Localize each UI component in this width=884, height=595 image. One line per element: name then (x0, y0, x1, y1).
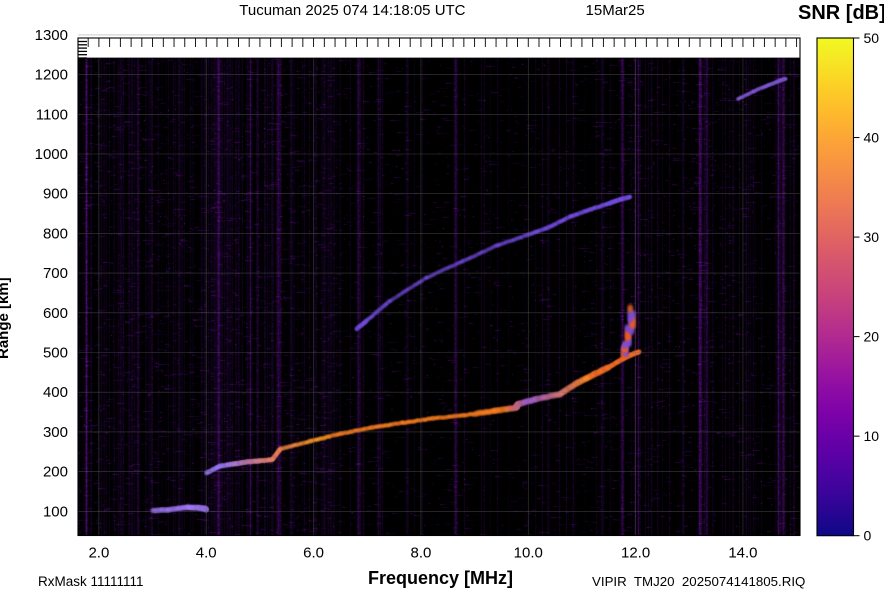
svg-text:4.0: 4.0 (196, 545, 217, 562)
svg-text:12.0: 12.0 (621, 545, 650, 562)
svg-text:900: 900 (43, 186, 68, 203)
svg-text:1100: 1100 (36, 106, 68, 123)
svg-text:800: 800 (43, 225, 68, 242)
svg-text:50: 50 (864, 30, 880, 46)
svg-text:1200: 1200 (35, 67, 68, 84)
svg-text:2.0: 2.0 (88, 545, 109, 562)
svg-text:400: 400 (43, 384, 68, 401)
svg-text:1000: 1000 (35, 146, 68, 163)
svg-text:6.0: 6.0 (303, 545, 324, 562)
svg-text:10.0: 10.0 (514, 545, 543, 562)
svg-text:20: 20 (864, 329, 880, 345)
svg-text:600: 600 (43, 305, 68, 322)
svg-text:100: 100 (43, 503, 68, 520)
svg-text:1300: 1300 (35, 27, 68, 44)
svg-text:10: 10 (864, 428, 880, 444)
svg-text:30: 30 (864, 229, 880, 245)
svg-text:0: 0 (864, 528, 872, 544)
svg-text:300: 300 (43, 424, 68, 441)
svg-text:14.0: 14.0 (728, 545, 757, 562)
svg-text:40: 40 (864, 130, 880, 146)
svg-text:200: 200 (43, 464, 68, 481)
svg-text:700: 700 (43, 265, 68, 282)
svg-text:500: 500 (43, 345, 68, 362)
svg-text:8.0: 8.0 (410, 545, 431, 562)
